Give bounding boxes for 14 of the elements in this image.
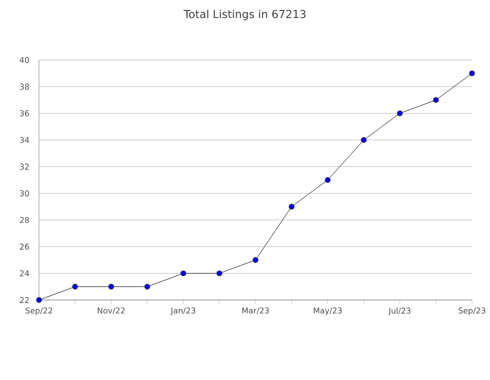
point — [108, 284, 114, 290]
point — [396, 110, 403, 116]
point — [324, 177, 331, 183]
point — [144, 284, 150, 290]
point — [288, 204, 294, 210]
point — [72, 284, 78, 290]
point — [252, 257, 258, 263]
point — [36, 297, 42, 303]
point — [433, 97, 439, 103]
point — [360, 137, 367, 143]
point — [216, 270, 222, 276]
point — [469, 70, 475, 76]
chart-title: Total Listings in 67213 — [184, 10, 306, 20]
point — [180, 270, 186, 276]
